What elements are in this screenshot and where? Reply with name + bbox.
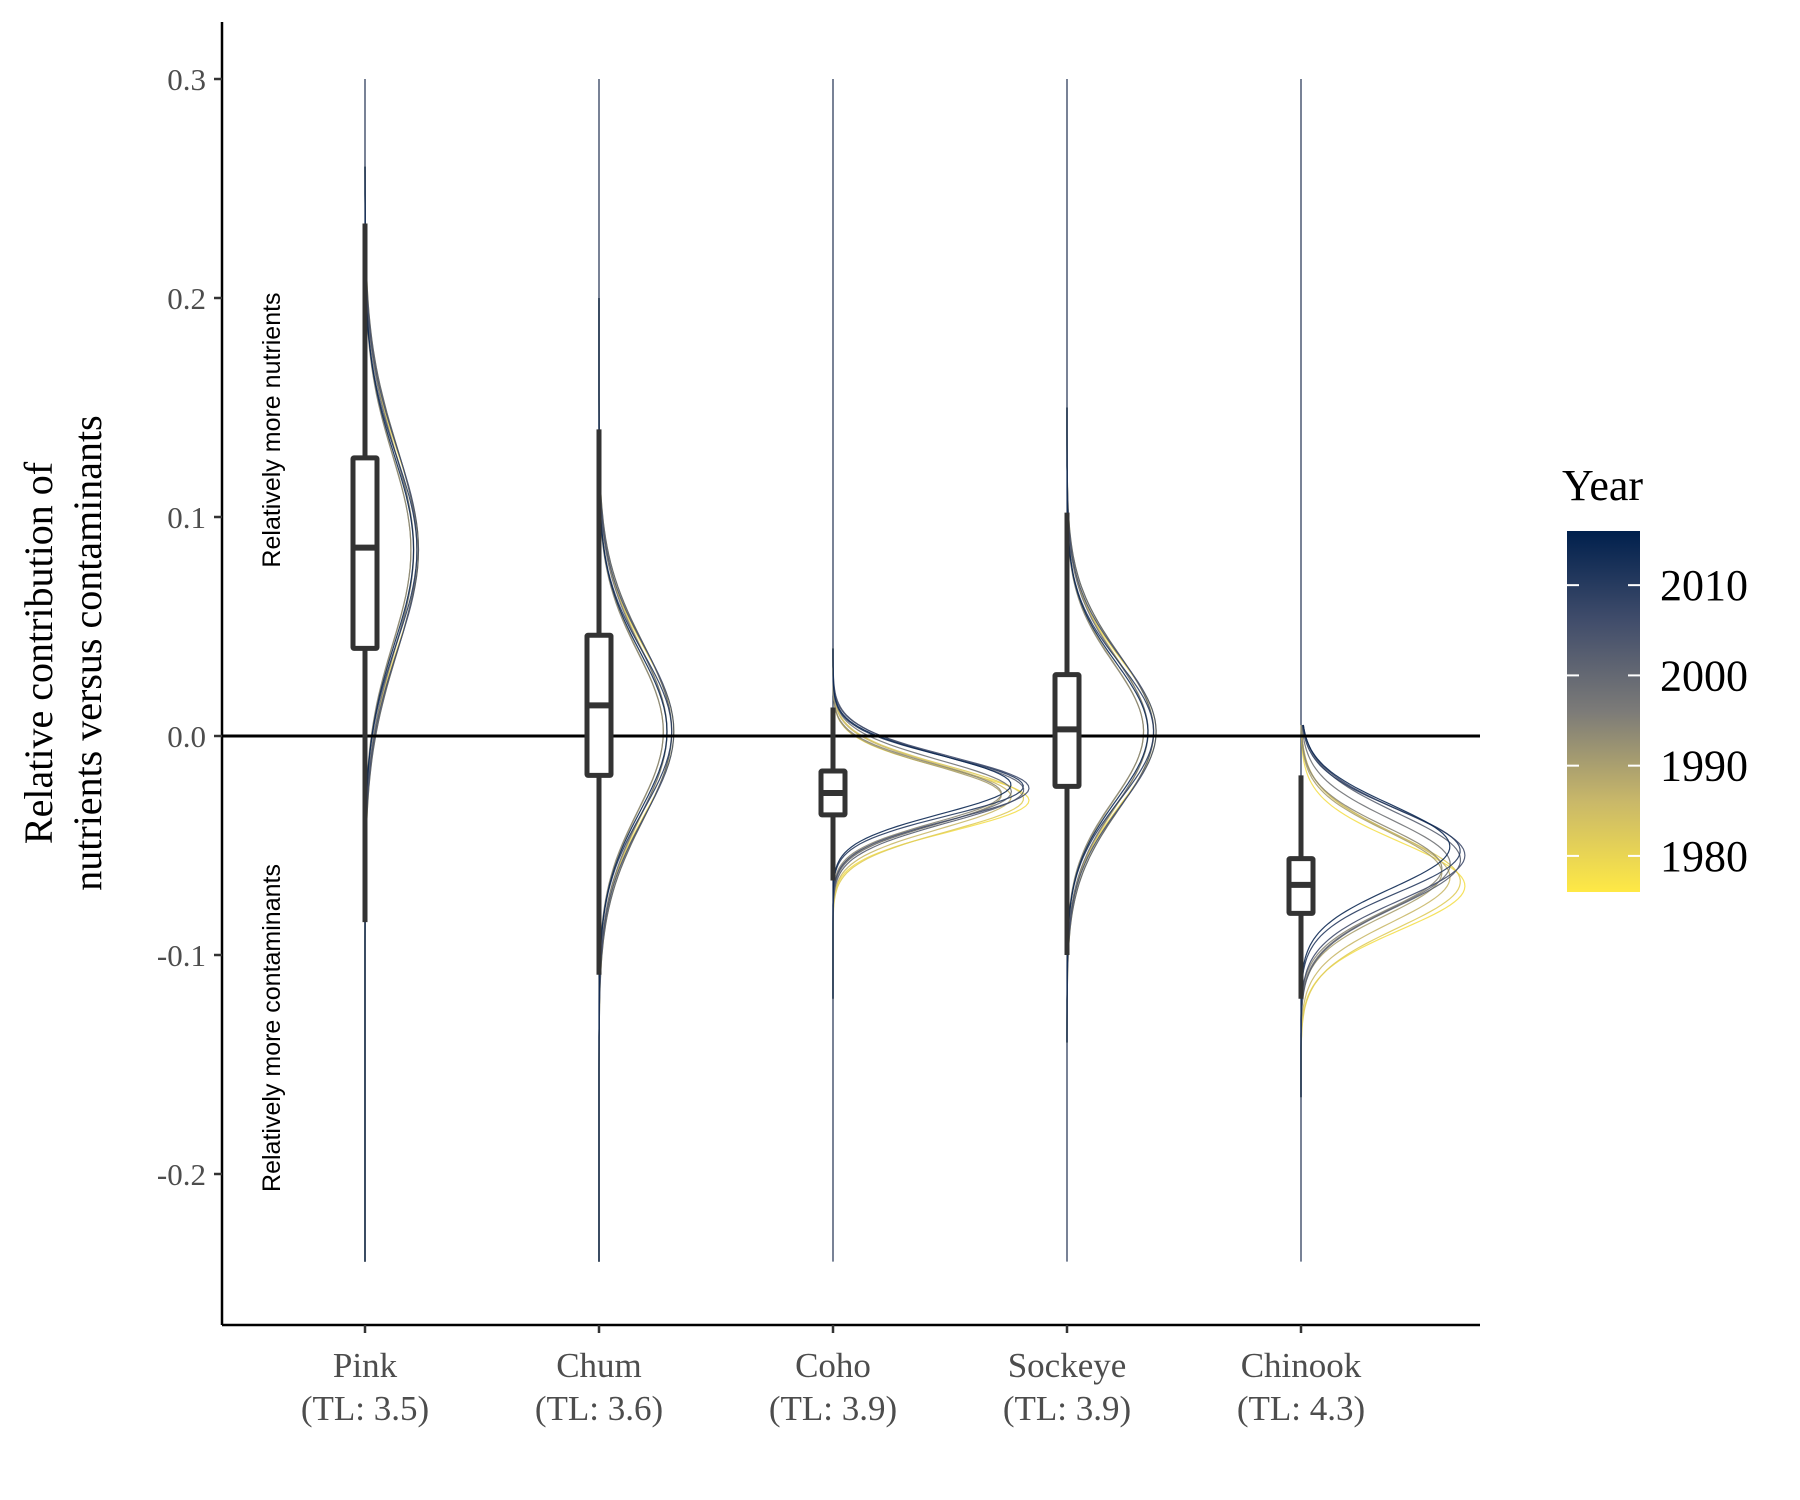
y-tick-label: 0.1 — [167, 500, 206, 535]
violin-coho-year-1998 — [832, 648, 1013, 999]
x-axis: Pink (TL: 3.5) Chum (TL: 3.6) Coho (TL: 3.9) S… — [222, 1323, 1480, 1428]
violin-coho-year-2010 — [832, 648, 1024, 999]
violin-pink-year-1982 — [364, 166, 418, 1262]
violin-pink-year-2010 — [364, 166, 418, 1262]
legend-label-1990: 1990 — [1660, 742, 1748, 791]
x-tick-sublabel-chum: (TL: 3.6) — [535, 1389, 663, 1428]
x-tick-sublabel-coho: (TL: 3.9) — [769, 1389, 897, 1428]
violin-coho-year-1986 — [832, 648, 1012, 999]
boxplots — [350, 223, 1316, 999]
y-axis-title-line-1: Relative contribution of — [16, 461, 61, 844]
violin-chum-year-1994 — [598, 298, 664, 1262]
violin-pink-year-1998 — [364, 166, 415, 1262]
legend-label-1980: 1980 — [1660, 832, 1748, 881]
boxplot-chum — [584, 429, 614, 975]
legend: Year 2010 2000 1990 1980 — [1562, 461, 1748, 892]
violin-chum-year-1998 — [598, 298, 668, 1262]
y-axis: -0.2 -0.1 0.0 0.1 0.2 0.3 — [157, 22, 224, 1325]
y-tick-label: 0.0 — [167, 719, 206, 754]
legend-title: Year — [1562, 461, 1643, 510]
violin-chum-year-2002 — [598, 298, 673, 1262]
y-axis-title-line-2: nutrients versus contaminants — [65, 415, 110, 890]
violin-chinook-year-2014 — [1300, 724, 1451, 1098]
y-axis-title: Relative contribution of nutrients versu… — [16, 415, 110, 890]
annotation-more-contaminants: Relatively more contaminants — [258, 864, 286, 1192]
annotation-more-nutrients: Relatively more nutrients — [258, 292, 286, 567]
x-tick-label-pink: Pink — [333, 1346, 398, 1385]
violins — [364, 166, 1466, 1262]
violin-chum-year-1990 — [598, 298, 664, 1262]
violin-pink — [364, 166, 420, 1262]
violin-chinook-year-2010 — [1300, 724, 1461, 1098]
violin-pink-year-1990 — [364, 166, 412, 1262]
violin-coho — [832, 648, 1030, 999]
y-tick-label: -0.2 — [157, 1157, 206, 1192]
violin-pink-year-2014 — [364, 166, 415, 1262]
y-ticks: -0.2 -0.1 0.0 0.1 0.2 0.3 — [157, 62, 222, 1192]
violin-chinook-year-1994 — [1300, 724, 1443, 1098]
legend-label-2000: 2000 — [1660, 651, 1748, 700]
x-tick-label-coho: Coho — [795, 1346, 871, 1385]
boxplot-sockeye — [1052, 512, 1082, 955]
x-tick-label-sockeye: Sockeye — [1008, 1346, 1127, 1385]
plot-area — [222, 79, 1480, 1262]
violin-coho-year-2002 — [832, 648, 1025, 999]
violin-chum-year-1982 — [598, 298, 673, 1262]
violin-chum-year-2006 — [598, 298, 675, 1262]
violin-chinook-year-1990 — [1300, 724, 1443, 1098]
legend-ticks: 2010 2000 1990 1980 — [1567, 561, 1748, 881]
violin-coho-year-2014 — [832, 648, 1012, 999]
y-tick-label: 0.3 — [167, 62, 206, 97]
violin-pink-year-1978 — [364, 166, 420, 1262]
violin-pink-year-2002 — [364, 166, 418, 1262]
legend-colorbar — [1567, 531, 1640, 892]
y-tick-label: -0.1 — [157, 938, 206, 973]
x-tick-label-chinook: Chinook — [1241, 1346, 1362, 1385]
y-tick-label: 0.2 — [167, 281, 206, 316]
x-tick-sublabel-pink: (TL: 3.5) — [301, 1389, 429, 1428]
violin-pink-year-1994 — [364, 166, 412, 1262]
boxplot-chinook — [1286, 775, 1316, 999]
x-tick-label-chum: Chum — [556, 1346, 642, 1385]
violin-chinook-year-2002 — [1300, 724, 1462, 1098]
legend-label-2010: 2010 — [1660, 561, 1748, 610]
x-ticks: Pink (TL: 3.5) Chum (TL: 3.6) Coho (TL: 3.9) S… — [301, 1325, 1365, 1428]
box-iqr-pink — [350, 455, 380, 651]
violin-chum-year-2010 — [598, 298, 673, 1262]
boxplot-pink — [350, 223, 380, 923]
violin-pink-year-2006 — [364, 166, 420, 1262]
violin-chum — [598, 298, 675, 1262]
boxplot-coho — [818, 707, 848, 881]
violin-coho-year-1982 — [832, 648, 1025, 999]
x-tick-sublabel-sockeye: (TL: 3.9) — [1003, 1389, 1131, 1428]
violin-chinook — [1300, 724, 1466, 1098]
violin-chinook-year-1982 — [1300, 724, 1461, 1098]
x-tick-sublabel-chinook: (TL: 4.3) — [1237, 1389, 1365, 1428]
violin-pink-year-1986 — [364, 166, 415, 1262]
